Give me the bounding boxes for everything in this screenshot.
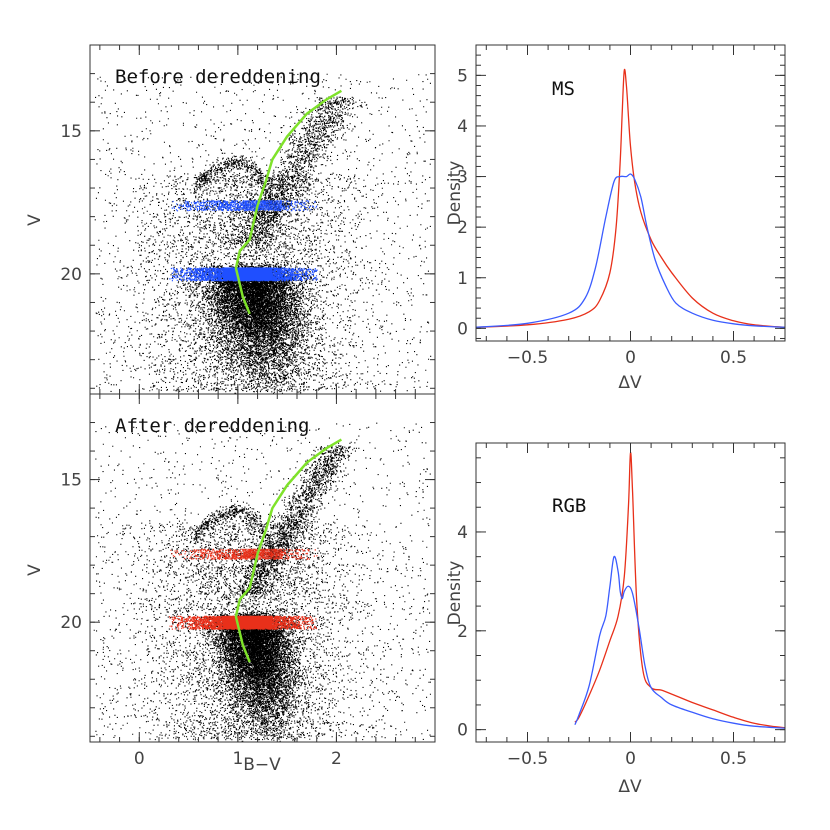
cmd-before-selection-core (242, 200, 283, 211)
cmd-before-star-cloud (94, 73, 432, 394)
cmd-before-stars (94, 73, 432, 394)
density-ms-ticks: −0.5 0 0.5 0 1 2 3 4 5 (457, 44, 785, 368)
density-rgb-y-tick-label: 2 (457, 622, 468, 642)
density-rgb-frame (475, 442, 786, 743)
density-ms-y-tick-label: 0 (457, 319, 468, 339)
density-ms-line-after (475, 68, 786, 328)
density-rgb-xlabel: ΔV (618, 777, 642, 797)
cmd-after-x-tick-label: 0 (134, 749, 145, 769)
density-rgb-line-after (574, 452, 786, 729)
density-ms-y-tick-label: 1 (457, 269, 468, 289)
cmd-after-panel: 0 1 2 15 20 After dereddening V B−V (25, 393, 436, 775)
cmd-before-y-tick-label: 15 (60, 122, 82, 142)
cmd-after-ylabel: V (25, 564, 45, 576)
cmd-after-selection-bands (169, 548, 318, 630)
cmd-before-y-tick-label: 20 (60, 265, 82, 285)
cmd-before-ylabel: V (25, 214, 45, 226)
density-ms-x-tick-label: 0.5 (720, 348, 747, 368)
density-rgb-x-tick-label: 0.5 (720, 749, 747, 769)
cmd-after-x-tick-label: 1 (232, 749, 243, 769)
density-ms-line-before (475, 173, 786, 328)
cmd-after-y-tick-label: 20 (60, 613, 82, 633)
density-rgb-line-before (574, 555, 786, 729)
density-rgb-lines (574, 452, 786, 729)
cmd-before-title: Before dereddening (115, 66, 321, 88)
density-rgb-ylabel: Density (445, 561, 465, 626)
density-rgb-title: RGB (552, 495, 586, 517)
density-ms-y-tick-label: 2 (457, 218, 468, 238)
cmd-after-selection-core (223, 615, 273, 629)
density-ms-frame (475, 44, 786, 342)
cmd-after-selection-core (242, 548, 283, 559)
density-rgb-x-tick-label: −0.5 (507, 749, 548, 769)
cmd-after-y-tick-label: 15 (60, 471, 82, 491)
cmd-after-star-cloud (92, 422, 432, 742)
density-ms-lines (475, 68, 786, 328)
cmd-after-frame (89, 393, 436, 743)
cmd-after-stars (92, 422, 432, 742)
density-rgb-y-tick-label: 0 (457, 721, 468, 741)
cmd-after-x-tick-label: 2 (331, 749, 342, 769)
cmd-after-xlabel: B−V (243, 755, 281, 775)
cmd-after-title: After dereddening (115, 415, 309, 437)
density-ms-xlabel: ΔV (618, 373, 642, 393)
density-ms-x-tick-label: 0 (625, 348, 636, 368)
density-ms-y-tick-label: 5 (457, 66, 468, 86)
density-ms-title: MS (552, 78, 575, 100)
cmd-before-isochrone (234, 89, 343, 315)
density-ms-panel: −0.5 0 0.5 0 1 2 3 4 5 MS Density ΔV (445, 44, 786, 393)
density-ms-x-tick-label: −0.5 (507, 348, 548, 368)
density-rgb-ticks: −0.5 0 0.5 0 2 4 (457, 443, 785, 769)
cmd-after-isochrone (234, 438, 343, 663)
density-ms-y-tick-label: 4 (457, 117, 468, 137)
density-ms-ylabel: Density (445, 161, 465, 226)
cmd-before-selection-bands (169, 200, 318, 282)
density-rgb-x-tick-label: 0 (625, 749, 636, 769)
density-rgb-panel: −0.5 0 0.5 0 2 4 RGB Density ΔV (445, 442, 786, 797)
density-rgb-y-tick-label: 4 (457, 523, 468, 543)
density-ms-y-tick-label: 3 (457, 168, 468, 188)
cmd-before-selection-core (223, 267, 273, 281)
